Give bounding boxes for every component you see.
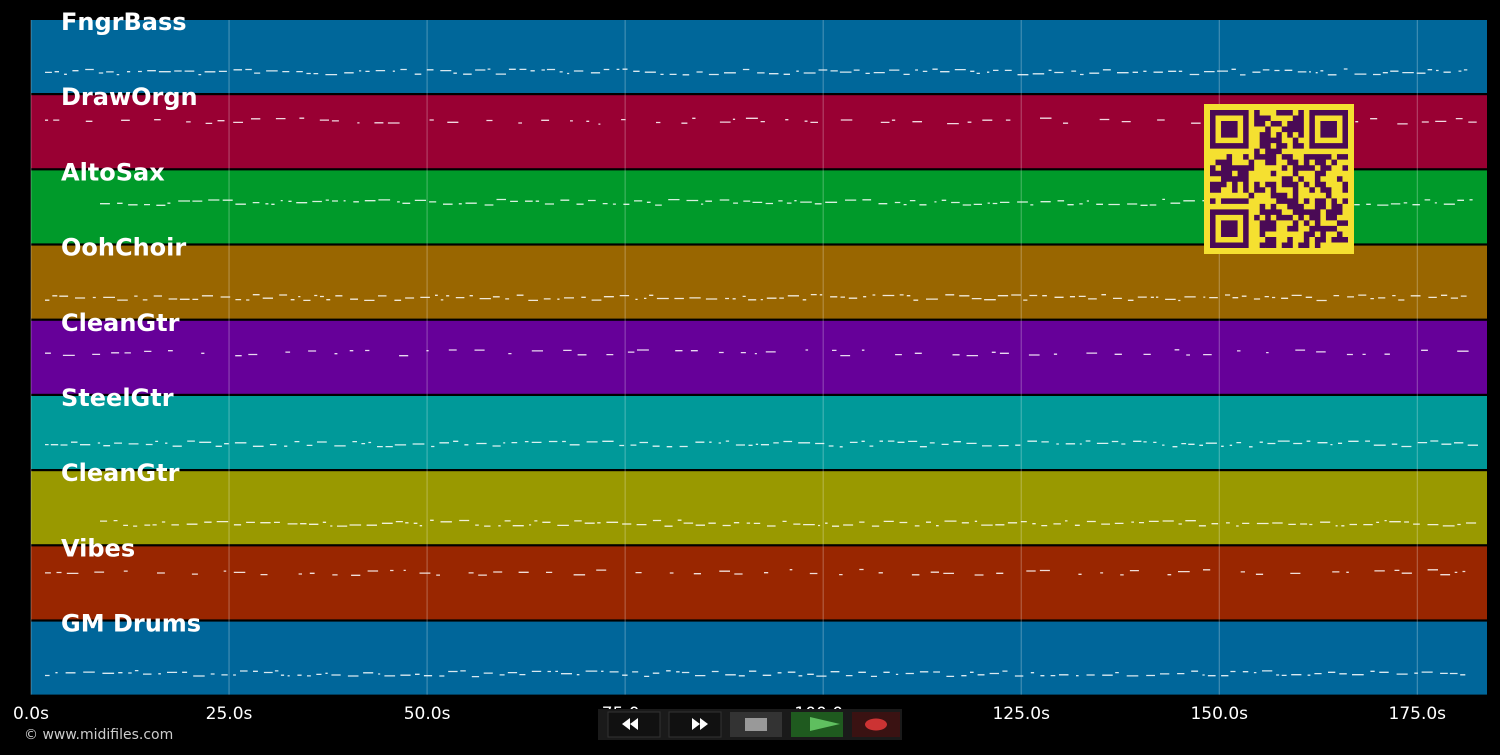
track-name: DrawOrgn bbox=[61, 83, 198, 111]
x-tick-label: 175.0s bbox=[1389, 704, 1447, 724]
note-marks bbox=[45, 568, 1466, 576]
track-name: SteelGtr bbox=[61, 384, 174, 412]
forward-icon bbox=[692, 718, 708, 730]
grid bbox=[30, 20, 1418, 695]
note-marks bbox=[100, 519, 1477, 527]
x-tick-label: 125.0s bbox=[992, 704, 1050, 724]
copyright: © www.midifiles.com bbox=[24, 727, 173, 743]
track-lane bbox=[31, 546, 1487, 620]
track-lane bbox=[31, 621, 1487, 695]
note-marks bbox=[45, 349, 1469, 357]
track-name: CleanGtr bbox=[61, 459, 180, 487]
x-tick-label: 50.0s bbox=[404, 704, 451, 724]
play-icon bbox=[810, 717, 840, 731]
track-name: OohChoir bbox=[61, 234, 186, 262]
note-marks bbox=[45, 293, 1467, 302]
track-name: GM Drums bbox=[61, 610, 201, 638]
track-name: FngrBass bbox=[61, 8, 187, 36]
x-tick-label: 150.0s bbox=[1190, 704, 1248, 724]
track-name: AltoSax bbox=[61, 158, 165, 186]
stop-icon bbox=[745, 718, 767, 731]
x-tick-label: 0.0s bbox=[13, 704, 49, 724]
qr-code bbox=[1204, 104, 1354, 254]
note-marks bbox=[45, 440, 1478, 448]
x-tick-label: 25.0s bbox=[206, 704, 253, 724]
track-lane bbox=[31, 396, 1487, 469]
note-marks bbox=[45, 669, 1466, 678]
record-icon bbox=[865, 718, 887, 731]
tracks: FngrBass DrawOrgn AltoSax OohChoir CleanGtr S… bbox=[31, 8, 1487, 695]
track-lane bbox=[31, 471, 1487, 545]
track-lane bbox=[31, 320, 1487, 394]
track-lane bbox=[31, 245, 1487, 319]
transport-controls bbox=[598, 709, 902, 740]
note-marks bbox=[45, 68, 1468, 76]
track-name: Vibes bbox=[61, 534, 135, 562]
qr-modules bbox=[1210, 110, 1348, 248]
rewind-icon bbox=[622, 718, 638, 730]
track-name: CleanGtr bbox=[61, 309, 180, 337]
track-lane bbox=[31, 20, 1487, 93]
